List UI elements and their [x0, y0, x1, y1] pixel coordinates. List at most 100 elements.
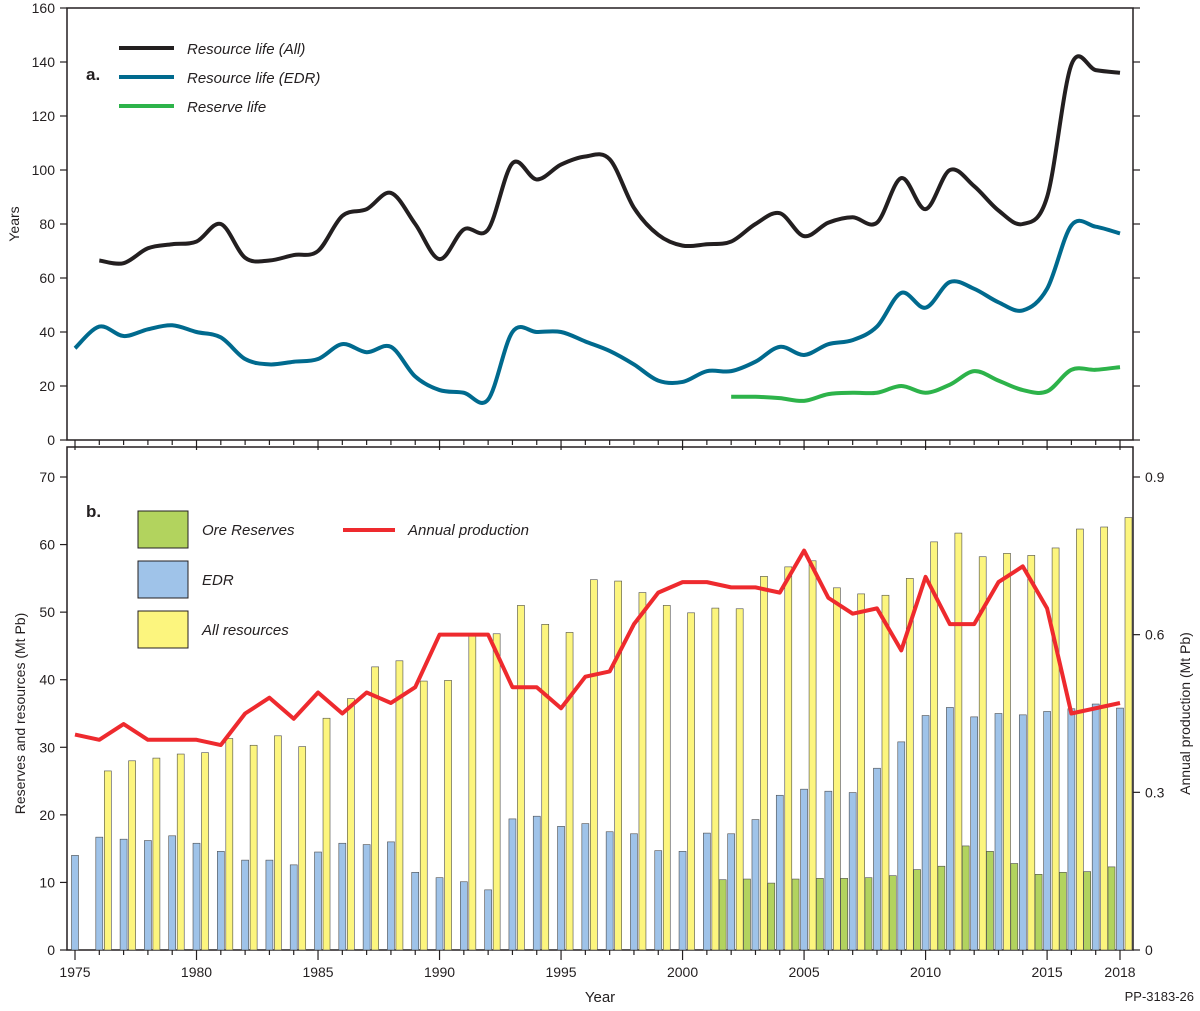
legend-label: Resource life (All)	[187, 41, 305, 58]
bar-edr	[751, 819, 760, 951]
y-tick-label: 160	[32, 0, 56, 16]
bar-all-resources	[347, 698, 355, 951]
bar-edr	[217, 851, 225, 951]
bar-edr	[775, 794, 784, 951]
bar-edr	[581, 823, 590, 951]
bar-ore-reserves	[791, 878, 800, 951]
bar-all-resources	[784, 566, 793, 951]
legend-swatch	[137, 560, 189, 599]
bar-edr	[897, 741, 906, 951]
x-tick-label: 1975	[59, 964, 90, 980]
y-tick-label: 60	[39, 270, 55, 286]
x-tick-label: 1990	[424, 964, 455, 980]
y-tick-label: 60	[39, 537, 55, 553]
bar-ore-reserves	[1034, 874, 1043, 951]
x-tick-label: 1995	[545, 964, 576, 980]
bar-edr	[314, 851, 322, 951]
bar-edr	[265, 859, 274, 951]
bar-ore-reserves	[913, 869, 921, 951]
y-tick-label: 20	[39, 807, 55, 823]
bar-ore-reserves	[1083, 871, 1091, 951]
bar-all-resources	[274, 735, 282, 951]
bar-ore-reserves	[767, 882, 776, 951]
bar-all-resources	[1076, 528, 1084, 951]
bar-edr	[921, 715, 930, 951]
bar-edr	[848, 792, 857, 951]
bar-ore-reserves	[986, 851, 994, 951]
bar-edr	[946, 707, 954, 951]
y-tick-label: 0	[47, 432, 55, 448]
bar-edr	[435, 877, 444, 951]
y-tick-label: 10	[39, 874, 55, 890]
bar-ore-reserves	[888, 875, 897, 951]
bar-all-resources	[298, 746, 307, 951]
y-tick-label: 120	[32, 108, 56, 124]
bar-all-resources	[808, 560, 817, 951]
bar-edr	[71, 855, 79, 951]
bar-all-resources	[395, 660, 404, 951]
y-tick-label: 40	[39, 324, 55, 340]
y-tick-label: 140	[32, 54, 56, 70]
y-tick-label: 40	[39, 672, 55, 688]
bar-all-resources	[152, 757, 161, 951]
bar-all-resources	[104, 770, 112, 951]
y-tick-label: 0	[47, 942, 55, 958]
bar-edr	[362, 844, 371, 951]
bar-edr	[557, 826, 565, 951]
annual-production-line	[74, 548, 1121, 748]
y-tick-label-right: 0.3	[1145, 784, 1165, 800]
bar-all-resources	[1100, 526, 1108, 951]
bar-edr	[703, 832, 711, 951]
bar-edr	[168, 835, 177, 951]
bar-edr	[654, 850, 663, 951]
bar-edr	[532, 815, 541, 951]
bar-all-resources	[444, 680, 452, 951]
bar-all-resources	[833, 587, 841, 951]
bar-all-resources	[662, 605, 671, 951]
bar-edr	[1116, 707, 1124, 951]
x-axis-label: Year	[585, 989, 615, 1006]
bar-edr	[994, 713, 1003, 951]
bar-edr	[1018, 714, 1027, 951]
bar-all-resources	[371, 666, 379, 951]
x-tick-label: 2000	[667, 964, 698, 980]
legend-label: Ore Reserves	[202, 522, 295, 539]
bar-edr	[970, 716, 978, 951]
bar-all-resources	[128, 760, 136, 951]
bar-edr	[1091, 703, 1100, 951]
legend-label: Reserve life	[187, 99, 266, 116]
x-tick-label: 2010	[910, 964, 941, 980]
bar-all-resources	[638, 592, 647, 951]
bar-edr	[727, 833, 735, 951]
bar-all-resources	[492, 633, 501, 951]
bar-all-resources	[954, 532, 963, 951]
bar-edr	[192, 842, 201, 951]
bar-ore-reserves	[1010, 863, 1019, 951]
bar-all-resources	[517, 605, 525, 951]
bar-all-resources	[419, 680, 428, 951]
bar-ore-reserves	[1059, 871, 1067, 951]
bar-edr	[1043, 711, 1051, 951]
bar-all-resources	[735, 608, 744, 951]
y-axis-label-right: Annual production (Mt Pb)	[1177, 632, 1193, 795]
y-tick-label-right: 0	[1145, 942, 1153, 958]
bar-all-resources	[1027, 555, 1036, 951]
figure-code: PP-3183-26	[1124, 989, 1194, 1004]
legend-swatch	[137, 510, 189, 549]
x-tick-label: 2005	[788, 964, 819, 980]
bar-edr	[119, 838, 128, 951]
bar-edr	[824, 790, 833, 951]
bar-all-resources	[1051, 547, 1060, 951]
legend-label: Resource life (EDR)	[187, 70, 320, 87]
y-tick-label-right: 0.9	[1145, 469, 1165, 485]
bar-all-resources	[614, 580, 622, 951]
bar-edr	[484, 889, 492, 951]
y-tick-label: 80	[39, 216, 55, 232]
bar-ore-reserves	[816, 878, 824, 951]
bar-ore-reserves	[937, 865, 946, 951]
bar-edr	[338, 842, 347, 951]
bar-edr	[411, 871, 420, 951]
bar-all-resources	[857, 593, 865, 951]
y-tick-label: 100	[32, 162, 56, 178]
legend-swatch	[137, 610, 189, 649]
